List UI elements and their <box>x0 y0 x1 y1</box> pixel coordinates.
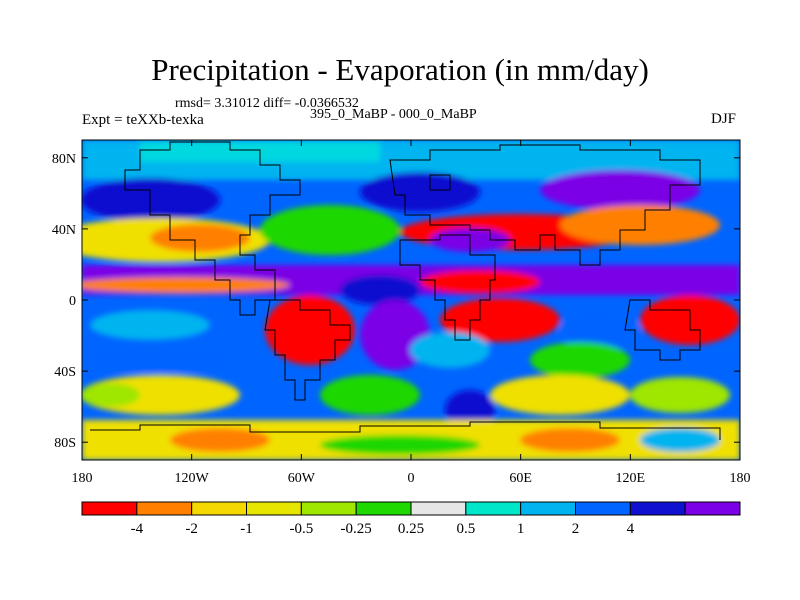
colorbar-swatch <box>520 501 577 516</box>
colorbar-label: -2 <box>185 521 198 537</box>
longitude-axis: 180 120W 60W 0 60E 120E 180 <box>72 140 751 486</box>
colorbar-swatch <box>81 501 138 516</box>
lon-tick-label: 180 <box>730 471 751 486</box>
colorbar-label: -0.25 <box>341 521 372 537</box>
period-label: 395_0_MaBP - 000_0_MaBP <box>310 107 477 122</box>
experiment-label: Expt = teXXb-texka <box>82 112 204 128</box>
colorbar-label: 1 <box>517 521 525 537</box>
lat-tick-label: 40S <box>54 365 76 380</box>
lon-tick-label: 60E <box>509 471 532 486</box>
colorbar-swatch <box>629 501 686 516</box>
lon-tick-label: 60W <box>288 471 316 486</box>
continent-outline <box>124 141 301 316</box>
colorbar-label: -4 <box>131 521 144 537</box>
colorbar-swatch <box>410 501 467 516</box>
colorbar-swatch <box>246 501 302 516</box>
colorbar: -4 -2 -1 -0.5 -0.25 0.25 0.5 1 2 4 <box>81 501 741 537</box>
lon-tick-label: 180 <box>72 471 93 486</box>
colorbar-label: -1 <box>240 521 253 537</box>
lat-tick-label: 40N <box>52 223 76 238</box>
colorbar-label: 4 <box>627 521 635 537</box>
coastlines <box>90 141 721 440</box>
rmsd-diff-stats: rmsd= 3.31012 diff= -0.0366532 <box>175 96 359 111</box>
season-label: DJF <box>711 111 737 127</box>
lon-tick-label: 0 <box>408 471 415 486</box>
colorbar-label: 0.5 <box>456 521 475 537</box>
colorbar-label: -0.5 <box>289 521 313 537</box>
lat-tick-label: 80N <box>52 152 76 167</box>
pe-field <box>82 140 740 460</box>
colorbar-swatch <box>355 501 412 516</box>
colorbar-swatch <box>684 501 741 516</box>
lon-tick-label: 120E <box>616 471 646 486</box>
continent-outline <box>399 234 496 341</box>
colorbar-swatch <box>465 501 522 516</box>
colorbar-swatch <box>300 501 357 516</box>
colorbar-swatch <box>136 501 193 516</box>
colorbar-swatch <box>191 501 248 516</box>
continent-outline <box>429 174 451 191</box>
continent-outline <box>389 144 701 266</box>
continent-outline <box>624 299 701 361</box>
latitude-axis: 80N 40N 0 40S 80S <box>52 152 740 451</box>
chart-title: Precipitation - Evaporation (in mm/day) <box>151 52 649 87</box>
lat-tick-label: 0 <box>69 294 76 309</box>
continent-outline <box>264 299 351 401</box>
colorbar-swatch <box>575 501 631 516</box>
lon-tick-label: 120W <box>175 471 210 486</box>
continent-outline <box>90 421 721 440</box>
lat-tick-label: 80S <box>54 436 76 451</box>
colorbar-label: 0.25 <box>398 521 424 537</box>
colorbar-label: 2 <box>572 521 580 537</box>
